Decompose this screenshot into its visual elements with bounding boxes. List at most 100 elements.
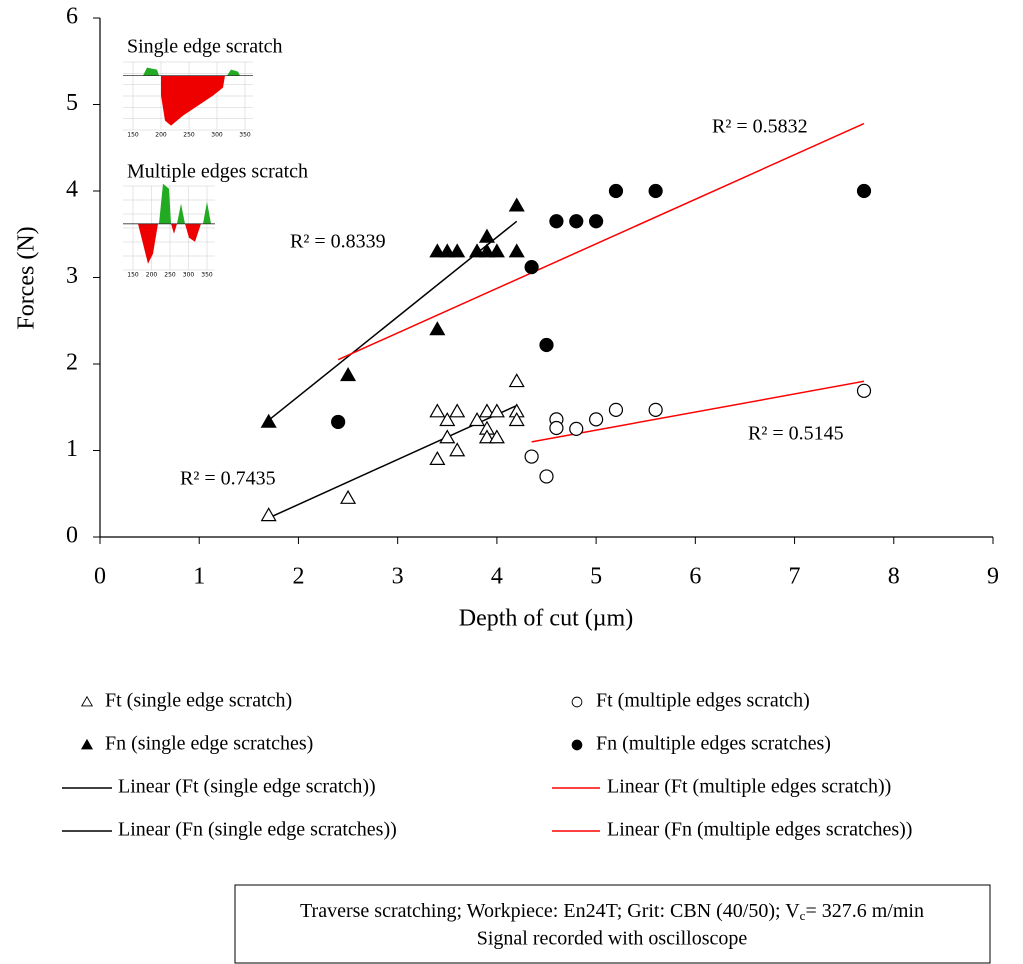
data-point xyxy=(524,449,539,464)
y-tick-label: 3 xyxy=(66,263,78,289)
data-point xyxy=(449,442,466,457)
data-point xyxy=(469,412,486,427)
legend-label: Linear (Ft (single edge scratch)) xyxy=(118,776,376,798)
data-point xyxy=(478,403,496,418)
note-text: Traverse scratching; Workpiece: En24T; G… xyxy=(300,900,800,922)
legend-label: Fn (single edge scratches) xyxy=(105,733,313,755)
legend-label: Ft (multiple edges scratch) xyxy=(596,690,810,712)
data-point xyxy=(549,214,564,229)
legend-label: Fn (multiple edges scratches) xyxy=(596,733,831,755)
x-tick-label: 4 xyxy=(491,564,503,590)
inset-signal-red xyxy=(185,223,201,242)
inset-tick-label: 250 xyxy=(164,272,176,279)
r-squared-label: R² = 0.5145 xyxy=(748,423,844,445)
inset-title: Multiple edges scratch xyxy=(127,161,308,183)
inset-title: Single edge scratch xyxy=(127,36,283,58)
y-tick-label: 1 xyxy=(66,436,78,462)
data-point xyxy=(608,402,624,417)
data-point xyxy=(508,197,525,212)
x-tick-label: 1 xyxy=(193,564,205,590)
data-point xyxy=(539,469,554,484)
legend-marker xyxy=(571,696,583,708)
inset-tick-label: 200 xyxy=(146,272,158,279)
data-point xyxy=(856,383,872,398)
data-point xyxy=(508,373,525,388)
inset-signal-green xyxy=(227,69,240,76)
y-axis-label: Forces (N) xyxy=(14,226,40,329)
data-point xyxy=(429,243,446,258)
data-point xyxy=(569,214,584,229)
data-point xyxy=(608,183,624,199)
y-tick-label: 5 xyxy=(66,90,78,116)
inset-tick-label: 300 xyxy=(211,132,223,139)
data-point xyxy=(589,214,604,229)
inset-tick-label: 200 xyxy=(155,132,167,139)
r-squared-label: R² = 0.8339 xyxy=(290,231,386,253)
legend-label: Linear (Fn (single edge scratches)) xyxy=(118,819,397,841)
inset-signal-green xyxy=(159,183,171,224)
legend-label: Linear (Ft (multiple edges scratch)) xyxy=(607,776,891,798)
x-tick-label: 2 xyxy=(292,564,304,590)
data-point xyxy=(340,367,357,382)
data-point xyxy=(469,243,486,258)
data-point xyxy=(488,403,505,418)
x-tick-label: 9 xyxy=(987,564,999,590)
inset-signal-red xyxy=(138,223,158,264)
data-point xyxy=(449,243,466,258)
inset-signal-green xyxy=(143,67,159,76)
x-tick-label: 3 xyxy=(392,564,404,590)
note-line2: Signal recorded with oscilloscope xyxy=(477,928,748,950)
inset-tick-label: 350 xyxy=(239,132,251,139)
inset-signal-red xyxy=(171,223,177,234)
data-point xyxy=(478,429,496,444)
x-tick-label: 5 xyxy=(590,564,602,590)
data-point xyxy=(569,421,584,436)
x-axis-label: Depth of cut (µm) xyxy=(459,606,633,632)
data-point xyxy=(429,321,446,336)
note-text: = 327.6 m/min xyxy=(805,900,924,922)
x-tick-label: 7 xyxy=(789,564,801,590)
inset-signal-green xyxy=(177,203,185,224)
y-tick-label: 4 xyxy=(66,177,78,203)
data-point xyxy=(549,420,564,436)
legend-label: Ft (single edge scratch) xyxy=(105,690,292,712)
data-point xyxy=(429,450,446,465)
legend-label: Linear (Fn (multiple edges scratches)) xyxy=(607,819,912,841)
data-point xyxy=(439,412,456,427)
y-tick-label: 0 xyxy=(66,523,78,549)
data-point xyxy=(260,413,277,428)
data-point xyxy=(478,228,496,243)
data-point xyxy=(439,243,456,258)
inset-tick-label: 150 xyxy=(127,272,139,279)
data-point xyxy=(340,489,357,504)
legend-marker xyxy=(571,739,583,751)
inset-tick-label: 150 xyxy=(127,132,139,139)
data-point xyxy=(508,412,525,427)
data-point xyxy=(478,243,496,258)
data-point xyxy=(331,414,346,430)
r-squared-label: R² = 0.7435 xyxy=(180,468,276,490)
x-tick-label: 0 xyxy=(94,564,106,590)
note-line1: Traverse scratching; Workpiece: En24T; G… xyxy=(300,900,924,923)
inset-signal-green xyxy=(203,201,211,224)
data-point xyxy=(429,403,446,418)
inset-tick-label: 300 xyxy=(183,272,195,279)
trend-line xyxy=(337,122,865,361)
data-point xyxy=(856,183,872,199)
legend-marker xyxy=(80,738,94,750)
x-tick-label: 8 xyxy=(888,564,900,590)
x-tick-label: 6 xyxy=(689,564,701,590)
data-point xyxy=(648,183,663,199)
data-point xyxy=(260,507,277,522)
data-point xyxy=(539,337,554,353)
data-point xyxy=(449,403,466,418)
data-point xyxy=(439,429,456,444)
note-subscript: c xyxy=(800,908,806,923)
data-point xyxy=(589,412,604,427)
data-point xyxy=(648,402,663,417)
y-tick-label: 6 xyxy=(66,4,78,30)
data-point xyxy=(488,429,505,444)
inset-tick-label: 350 xyxy=(201,272,213,279)
data-point xyxy=(524,260,539,275)
legend-marker xyxy=(80,695,94,707)
